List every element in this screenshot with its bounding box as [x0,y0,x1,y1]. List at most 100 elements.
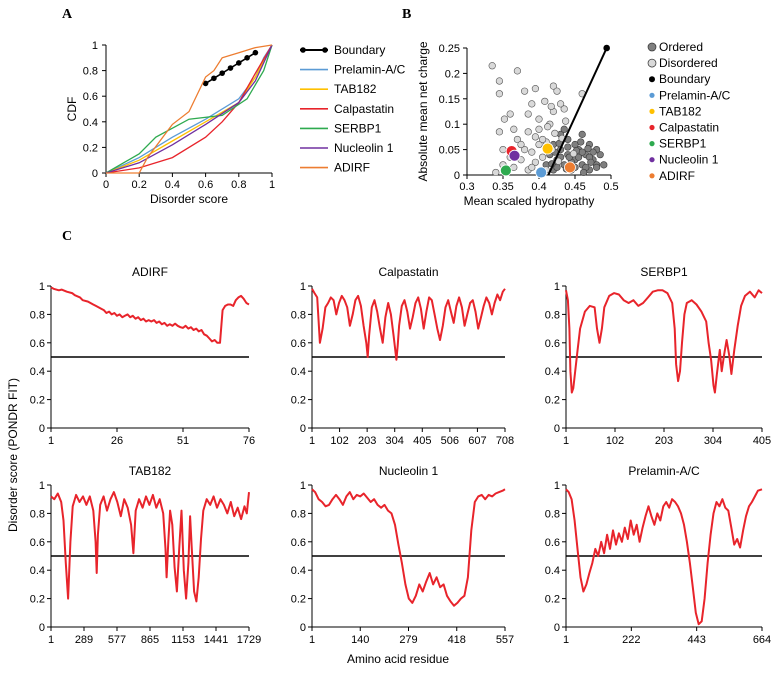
ordered-point [564,143,572,151]
ordered-point [600,161,608,169]
legend-label-ordered: Ordered [659,40,703,54]
disordered-point [517,140,525,149]
y-tick-label: 1 [39,480,45,492]
y-tick-label: 0.8 [30,309,45,321]
x-tick-label: 304 [704,435,722,447]
disordered-point [520,146,529,154]
disordered-point [528,100,536,108]
disordered-point [528,148,536,156]
legend-marker-serbp1 [649,141,655,147]
boundary-line [547,47,608,176]
ordered-point [574,153,583,161]
legend-label-serbp1: SERBP1 [334,121,382,135]
x-tick-label: 203 [358,435,376,447]
y-tick-label: 1 [554,480,560,492]
profile-title: Calpastatin [378,265,438,279]
x-tick-label: 0.8 [231,179,246,191]
cdf-line-adirf [106,44,273,174]
disordered-point [538,153,547,161]
disordered-point [513,135,522,144]
y-tick-label: 0.15 [439,94,460,106]
x-tick-label: 51 [177,435,189,447]
x-tick-label: 26 [111,435,123,447]
y-tick-label: 0.8 [545,309,560,321]
disordered-point [531,158,540,166]
boundary-point [227,65,234,71]
x-axis-label: Mean scaled hydropathy [464,194,595,208]
protein-point-serbp1 [499,164,512,177]
legend-label-boundary: Boundary [659,72,710,86]
cdf-line-prelamin-a-c [105,44,273,174]
disordered-point [560,105,568,113]
disordered-point [524,128,532,136]
legend-label-serbp1: SERBP1 [659,137,707,151]
disorder-profile-line [311,288,506,361]
x-tick-label: 0.4 [531,181,546,193]
x-tick-label: 577 [108,634,126,646]
shared-y-axis-label: Disorder score (PONDR FIT) [6,378,20,532]
ordered-point [592,163,601,171]
disordered-point [488,62,496,70]
y-tick-label: 1 [92,40,98,52]
legend-label-calpastatin: Calpastatin [334,102,394,116]
panel-letter-b: B [402,7,411,22]
y-tick-label: 0 [92,168,98,180]
boundary-point [202,80,209,87]
legend-label-boundary: Boundary [334,43,385,57]
disordered-point [495,90,504,98]
x-tick-label: 1 [309,634,315,646]
x-tick-label: 1 [48,634,54,646]
disordered-point [547,102,555,111]
legend-label-calpastatin: Calpastatin [659,121,719,135]
x-axis-label: Disorder score [150,192,228,206]
legend-label-prelamin-a-c: Prelamin-A/C [334,63,406,77]
disorder-profile-line [50,491,250,603]
disorder-profile-line [50,286,250,344]
y-tick-label: 0.8 [291,309,306,321]
disordered-point [495,77,504,85]
x-tick-label: 140 [351,634,369,646]
y-tick-label: 0.2 [291,594,306,606]
boundary-point [252,49,259,56]
disordered-point [506,110,514,118]
y-tick-label: 0.2 [30,594,45,606]
y-tick-label: 0.2 [83,142,98,154]
x-tick-label: 557 [496,634,514,646]
legend-label-disordered: Disordered [659,56,718,70]
cdf-line-calpastatin [105,44,273,174]
legend-label-tab182: TAB182 [659,104,702,118]
x-tick-label: 607 [468,435,486,447]
x-tick-label: 405 [413,435,431,447]
x-tick-label: 865 [141,634,159,646]
shared-x-axis-label: Amino acid residue [347,652,449,666]
x-tick-label: 1 [563,634,569,646]
charge-hydropathy-chart: 0.3 0.35 0.4 0.45 0.5 0 0.05 0.1 0.15 0.2 0.25 Mean… [416,40,731,208]
x-tick-label: 0.35 [492,181,513,193]
y-tick-label: 0.6 [545,338,560,350]
disordered-point [549,82,558,90]
protein-point-tab182 [541,142,554,155]
protein-point-adirf [564,161,576,174]
legend-marker-ordered [647,42,657,52]
x-tick-label: 279 [399,634,417,646]
y-tick-label: 0.6 [30,338,45,350]
legend-marker-prelamin-a-c [649,92,655,98]
y-tick-label: 0.6 [291,338,306,350]
x-tick-label: 0.3 [459,181,474,193]
profile-title: Nucleolin 1 [379,464,439,478]
x-tick-label: 1 [563,435,569,447]
y-tick-label: 0 [300,423,306,435]
y-tick-label: 0.25 [439,43,460,55]
legend-marker-adirf [649,173,655,179]
y-tick-label: 0.6 [291,537,306,549]
x-tick-label: 0 [103,179,109,191]
disordered-point [562,117,570,125]
y-tick-label: 0.8 [30,508,45,520]
boundary-point [244,55,250,61]
profile-plot-prelamin-a-c: Prelamin-A/C 0 0.2 0.4 0.6 0.8 1 1 222 443 664 [545,464,771,646]
y-axis-label: Absolute mean net charge [416,41,430,181]
disorder-profile-line [311,488,506,607]
legend-label-prelamin-a-c: Prelamin-A/C [659,88,731,102]
legend-marker-calpastatin [649,124,655,131]
